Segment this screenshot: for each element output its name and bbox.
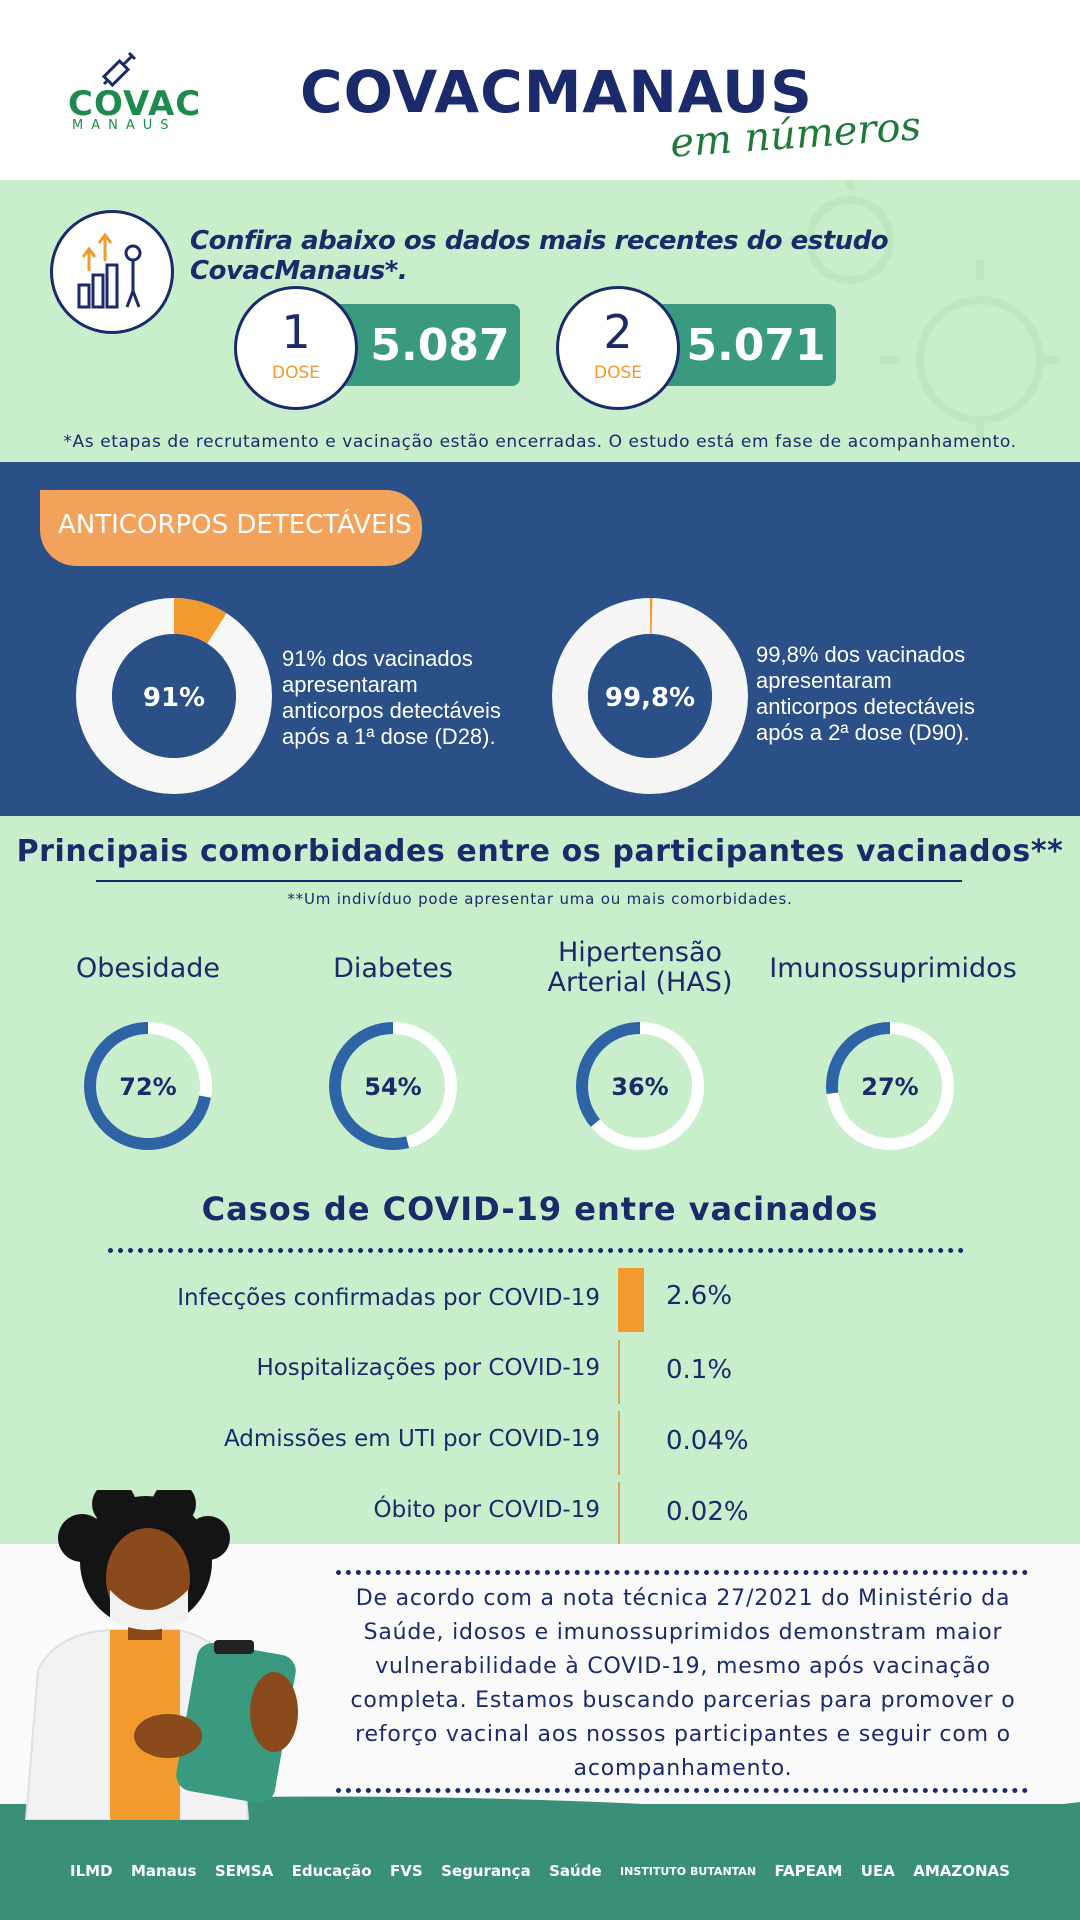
footer — [0, 1796, 1080, 1920]
comorbidity-ring-imunossuprimidos: 27% — [826, 1022, 954, 1150]
dose-1-value: 5.087 — [370, 319, 510, 371]
cases-title: Casos de COVID-19 entre vacinados — [201, 1190, 879, 1228]
comorbidity-name-has: Hipertensão Arterial (HAS) — [547, 937, 733, 998]
antibody-desc-2-line: anticorpos detectáveis — [756, 694, 975, 719]
study-note: *As etapas de recrutamento e vacinação e… — [63, 432, 1017, 452]
comorbidities-note: **Um indivíduo pode apresentar uma ou ma… — [287, 890, 793, 908]
ring-4-label: 27% — [861, 1073, 918, 1101]
partner-logo: AMAZONAS — [913, 1862, 1010, 1880]
donut-2-remainder — [552, 598, 748, 794]
dose-2-badge: 2 DOSE — [556, 286, 680, 410]
ring-3-label: 36% — [611, 1073, 668, 1101]
antibody-desc-2-line: apresentaram — [756, 668, 892, 693]
doctor-illustration — [24, 1490, 298, 1820]
case-value-infeccoes: 2.6% — [666, 1281, 733, 1311]
dose-1-number: 1 — [281, 305, 311, 359]
partner-logo: SEMSA — [214, 1862, 274, 1880]
dose-2-label: DOSE — [593, 363, 642, 383]
antibody-desc-1-line: apresentaram — [282, 672, 418, 697]
dose-1-count: 5.087 — [330, 304, 520, 386]
growth-chart-icon — [77, 232, 142, 309]
partner-logo: Saúde — [549, 1862, 602, 1880]
page-title: COVACMANAUS — [300, 58, 813, 126]
ring-2-label: 54% — [364, 1073, 421, 1101]
comorbidity-name-diabetes: Diabetes — [333, 953, 453, 984]
antibody-desc-2: 99,8% dos vacinados apresentaram anticor… — [756, 642, 975, 746]
partner-logos: ILMD Manaus SEMSA Educação FVS Segurança… — [70, 1862, 1010, 1880]
header — [0, 0, 1080, 180]
case-label-uti: Admissões em UTI por COVID-19 — [223, 1426, 600, 1452]
comorbidities-divider — [96, 880, 962, 882]
case-bar-hospitalizacoes — [618, 1340, 620, 1404]
antibody-donut-2: 99,8% — [552, 598, 748, 794]
message-text: De acordo com a nota técnica 27/2021 do … — [350, 1586, 1016, 1781]
antibodies-tag-label: ANTICORPOS DETECTÁVEIS — [58, 510, 412, 540]
comorbidities-section — [0, 816, 1080, 1544]
dose-2-number: 2 — [603, 305, 633, 359]
syringe-icon — [101, 51, 137, 88]
cases-dotted-divider — [108, 1248, 964, 1253]
antibody-desc-1-line: anticorpos detectáveis — [282, 698, 501, 723]
partner-logo: Manaus — [130, 1862, 197, 1880]
study-section — [0, 180, 1080, 462]
partner-logo: Segurança — [441, 1862, 531, 1880]
donut-1-remainder — [76, 598, 272, 794]
comorbidity-name-imunossuprimidos: Imunossuprimidos — [769, 953, 1017, 984]
antibody-donut-1: 91% — [76, 598, 272, 794]
comorbidity-ring-obesidade: 72% — [84, 1022, 212, 1150]
ring-3-arc — [576, 1022, 704, 1150]
donut-2-center — [588, 634, 712, 758]
donut-1-label: 91% — [143, 683, 205, 713]
message-dotted-top — [336, 1570, 1028, 1575]
partner-logo: Educação — [291, 1862, 372, 1880]
antibody-desc-1: 91% dos vacinados apresentaram anticorpo… — [282, 646, 501, 750]
dose-1-label: DOSE — [271, 363, 320, 383]
virus-icon — [790, 180, 1060, 440]
message-dotted-bottom — [336, 1788, 1028, 1793]
antibodies-tag — [40, 490, 422, 566]
ring-1-label: 72% — [119, 1073, 176, 1101]
antibody-desc-2-line: após a 2ª dose (D90). — [756, 720, 970, 745]
case-bar-uti — [618, 1411, 620, 1475]
comorbidity-ring-has: 36% — [576, 1022, 704, 1150]
growth-chart-badge — [50, 210, 174, 334]
ring-1-arc — [84, 1022, 212, 1150]
antibody-desc-1-line: 91% dos vacinados — [282, 646, 473, 671]
partner-logo: FAPEAM — [774, 1862, 843, 1880]
logo-word: COVAC — [68, 84, 202, 124]
comorbidity-ring-diabetes: 54% — [329, 1022, 457, 1150]
case-label-infeccoes: Infecções confirmadas por COVID-19 — [177, 1285, 600, 1311]
ring-4-arc — [826, 1022, 954, 1150]
case-value-uti: 0.04% — [666, 1426, 749, 1456]
partner-logo: ILMD — [70, 1862, 113, 1880]
comorbidities-title: Principais comorbidades entre os partici… — [16, 834, 1064, 869]
dose-1-badge: 1 DOSE — [234, 286, 358, 410]
study-intro: Confira abaixo os dados mais recentes do… — [190, 226, 889, 286]
partner-logo: INSTITUTO BUTANTAN — [620, 1864, 757, 1878]
comorbidity-name-obesidade: Obesidade — [75, 953, 220, 984]
logo-sub: MANAUS — [72, 118, 177, 133]
partner-logo: FVS — [390, 1862, 423, 1880]
donut-2-label: 99,8% — [605, 683, 695, 713]
case-bar-infeccoes — [618, 1268, 644, 1332]
case-label-hospitalizacoes: Hospitalizações por COVID-19 — [256, 1355, 600, 1381]
dose-2-value: 5.071 — [686, 319, 826, 371]
donut-1-center — [112, 634, 236, 758]
ring-2-arc — [329, 1022, 457, 1150]
footer-wave — [0, 1796, 1080, 1824]
case-value-obito: 0.02% — [666, 1497, 749, 1527]
antibody-desc-2-line: 99,8% dos vacinados — [756, 642, 966, 667]
case-value-hospitalizacoes: 0.1% — [666, 1355, 733, 1385]
partner-logo: UEA — [860, 1862, 895, 1880]
case-bar-obito — [618, 1482, 620, 1546]
case-label-obito: Óbito por COVID-19 — [373, 1497, 601, 1523]
antibody-desc-1-line: após a 1ª dose (D28). — [282, 724, 496, 749]
